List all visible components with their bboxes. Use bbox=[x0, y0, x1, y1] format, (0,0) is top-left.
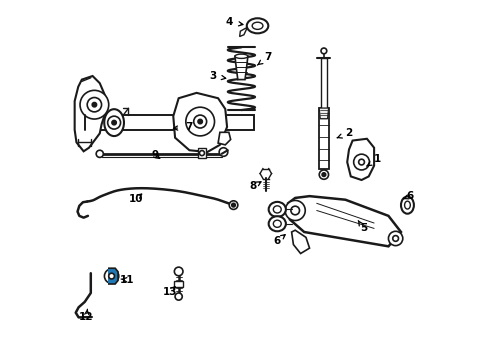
Circle shape bbox=[175, 293, 182, 300]
Ellipse shape bbox=[401, 197, 414, 214]
Ellipse shape bbox=[247, 18, 269, 33]
Polygon shape bbox=[85, 116, 254, 130]
Circle shape bbox=[92, 103, 97, 107]
Polygon shape bbox=[347, 139, 374, 180]
Circle shape bbox=[285, 201, 305, 221]
Circle shape bbox=[291, 206, 299, 215]
Polygon shape bbox=[174, 281, 183, 287]
Circle shape bbox=[186, 107, 215, 136]
Ellipse shape bbox=[269, 202, 286, 217]
Polygon shape bbox=[292, 230, 310, 253]
Circle shape bbox=[229, 201, 238, 210]
Text: 10: 10 bbox=[128, 194, 143, 204]
Ellipse shape bbox=[252, 22, 263, 30]
Ellipse shape bbox=[273, 220, 281, 227]
Circle shape bbox=[319, 170, 329, 179]
Circle shape bbox=[389, 231, 403, 246]
Polygon shape bbox=[321, 58, 327, 108]
Circle shape bbox=[354, 154, 369, 170]
Ellipse shape bbox=[104, 109, 124, 136]
Circle shape bbox=[109, 273, 115, 279]
Text: 9: 9 bbox=[151, 150, 160, 160]
Text: 13: 13 bbox=[163, 287, 177, 297]
Ellipse shape bbox=[273, 206, 281, 213]
Text: 11: 11 bbox=[120, 275, 134, 285]
Circle shape bbox=[219, 148, 228, 156]
Text: 8: 8 bbox=[249, 181, 261, 192]
Circle shape bbox=[194, 115, 207, 128]
Circle shape bbox=[199, 150, 204, 156]
Text: 1: 1 bbox=[367, 154, 381, 166]
Circle shape bbox=[321, 48, 327, 54]
Circle shape bbox=[174, 267, 183, 276]
Polygon shape bbox=[288, 196, 401, 246]
Circle shape bbox=[359, 159, 365, 165]
Polygon shape bbox=[319, 108, 329, 119]
Ellipse shape bbox=[405, 201, 410, 209]
Circle shape bbox=[198, 120, 202, 124]
Polygon shape bbox=[108, 268, 118, 284]
Circle shape bbox=[96, 150, 103, 157]
Text: 7: 7 bbox=[257, 52, 272, 65]
Text: 5: 5 bbox=[358, 221, 367, 233]
Text: 6: 6 bbox=[403, 191, 414, 201]
Text: 12: 12 bbox=[79, 309, 94, 322]
Polygon shape bbox=[74, 76, 106, 151]
Polygon shape bbox=[235, 56, 248, 80]
Text: 6: 6 bbox=[273, 235, 285, 246]
Circle shape bbox=[232, 203, 235, 207]
Circle shape bbox=[393, 235, 398, 241]
Text: 2: 2 bbox=[337, 129, 353, 138]
Circle shape bbox=[108, 116, 121, 129]
Circle shape bbox=[112, 121, 116, 125]
Ellipse shape bbox=[235, 54, 248, 58]
Polygon shape bbox=[240, 28, 247, 37]
Polygon shape bbox=[197, 148, 206, 158]
Polygon shape bbox=[319, 108, 329, 169]
Circle shape bbox=[322, 173, 326, 176]
Text: 7: 7 bbox=[173, 122, 193, 132]
Polygon shape bbox=[173, 93, 227, 152]
Ellipse shape bbox=[269, 216, 286, 231]
Polygon shape bbox=[218, 132, 231, 145]
Circle shape bbox=[87, 98, 101, 112]
Text: 4: 4 bbox=[225, 17, 243, 27]
Circle shape bbox=[80, 90, 109, 119]
Text: 3: 3 bbox=[209, 71, 226, 81]
Circle shape bbox=[104, 269, 119, 283]
